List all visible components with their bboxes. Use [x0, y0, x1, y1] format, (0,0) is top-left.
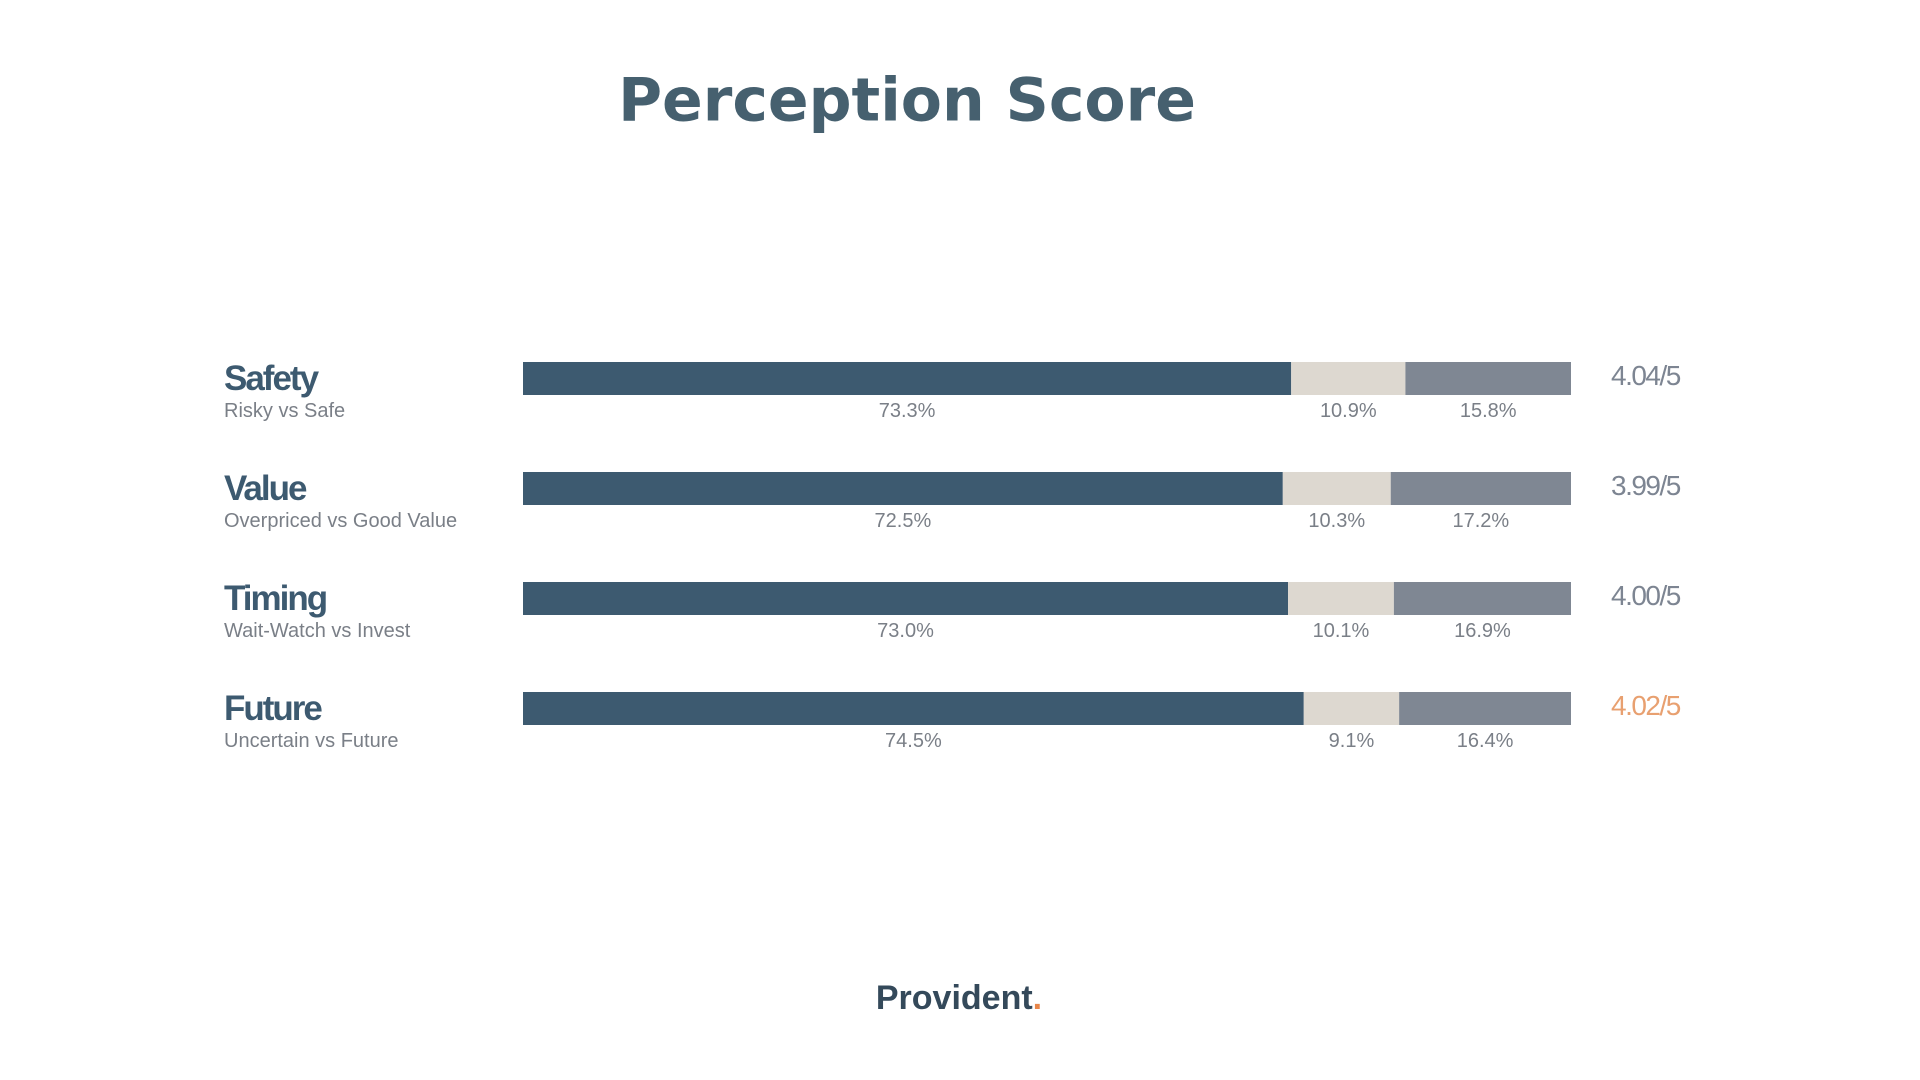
value-label: 15.8% — [1460, 400, 1517, 422]
category-label: Timing — [224, 579, 327, 618]
bar-segment — [1405, 362, 1571, 395]
chart-title: Perception Score — [618, 66, 1196, 136]
category-subtitle: Overpriced vs Good Value — [224, 510, 457, 532]
bar-segment — [523, 582, 1289, 615]
value-label: 10.1% — [1313, 620, 1370, 642]
bar-segment — [523, 362, 1292, 395]
category-label: Safety — [224, 359, 320, 398]
category-subtitle: Uncertain vs Future — [224, 730, 399, 752]
bar-segment — [1288, 582, 1394, 615]
value-label: 16.9% — [1454, 620, 1511, 642]
category-label: Future — [224, 689, 322, 728]
value-label: 74.5% — [885, 730, 942, 752]
value-label: 73.0% — [877, 620, 934, 642]
value-label: 73.3% — [879, 400, 936, 422]
brand-mark: . — [1033, 979, 1042, 1017]
category-label: Value — [224, 469, 307, 508]
bar-segment — [523, 692, 1304, 725]
value-label: 9.1% — [1329, 730, 1375, 752]
footer-logo: Provident. — [876, 979, 1042, 1017]
bar-segment — [1282, 472, 1391, 505]
value-label: 17.2% — [1453, 510, 1510, 532]
bar-segment — [1393, 582, 1571, 615]
bar-segment — [1399, 692, 1571, 725]
bar-segment — [1303, 692, 1400, 725]
value-label: 10.3% — [1308, 510, 1365, 532]
bar-segment — [523, 472, 1283, 505]
category-subtitle: Risky vs Safe — [224, 400, 345, 422]
score: 3.99/5 — [1611, 470, 1681, 501]
score: 4.00/5 — [1611, 580, 1681, 611]
score: 4.02/5 — [1611, 690, 1681, 721]
category-subtitle: Wait-Watch vs Invest — [224, 620, 411, 642]
value-label: 10.9% — [1320, 400, 1377, 422]
score: 4.04/5 — [1611, 360, 1681, 391]
bar-segment — [1390, 472, 1571, 505]
brand-name: Provident — [876, 979, 1033, 1017]
value-label: 16.4% — [1457, 730, 1514, 752]
value-label: 72.5% — [875, 510, 932, 532]
bar-segment — [1291, 362, 1406, 395]
